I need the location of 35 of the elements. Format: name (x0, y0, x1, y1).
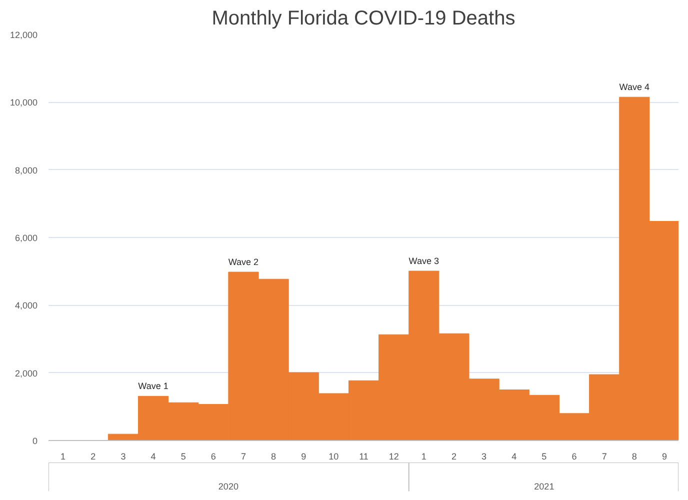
y-tick-label: 12,000 (10, 30, 38, 40)
x-tick-label: 9 (662, 452, 667, 462)
y-tick-label: 8,000 (14, 165, 38, 176)
x-tick-label: 5 (180, 452, 186, 462)
text: 2021 (534, 481, 554, 492)
y-tick-label: 10,000 (10, 98, 38, 108)
x-tick-label: 10 (328, 452, 339, 462)
annotation: Wave 4 (619, 82, 650, 92)
x-tick-label: 7 (602, 452, 607, 462)
x-tick-label: 6 (572, 452, 577, 462)
text: 2020 (218, 481, 238, 492)
x-tick-label: 12 (388, 452, 399, 462)
chart-title: Monthly Florida COVID-19 Deaths (212, 8, 516, 30)
x-tick-label: 8 (271, 452, 276, 462)
x-tick-label: 5 (542, 452, 547, 462)
x-tick-label: 9 (301, 452, 306, 462)
x-tick-label: 1 (421, 452, 426, 462)
annotation: Wave 1 (138, 381, 168, 392)
x-tick-label: 2 (451, 452, 456, 462)
x-tick-label: 6 (210, 452, 216, 462)
y-tick-label: 2,000 (14, 368, 38, 378)
y-tick-label: 4,000 (14, 300, 38, 311)
x-tick-label: 2 (90, 452, 96, 462)
y-tick-label: 0 (32, 436, 38, 446)
x-tick-label: 4 (512, 452, 517, 462)
x-tick-label: 8 (632, 452, 637, 462)
x-tick-label: 11 (359, 452, 368, 462)
x-tick-label: 4 (150, 452, 156, 462)
x-tick-label: 1 (60, 452, 66, 462)
annotation: Wave 3 (408, 256, 439, 266)
x-tick-label: 3 (482, 452, 487, 462)
x-tick-label: 3 (120, 452, 126, 462)
y-tick-label: 6,000 (14, 233, 38, 243)
x-tick-label: 7 (240, 452, 246, 462)
annotation: Wave 2 (228, 257, 259, 268)
